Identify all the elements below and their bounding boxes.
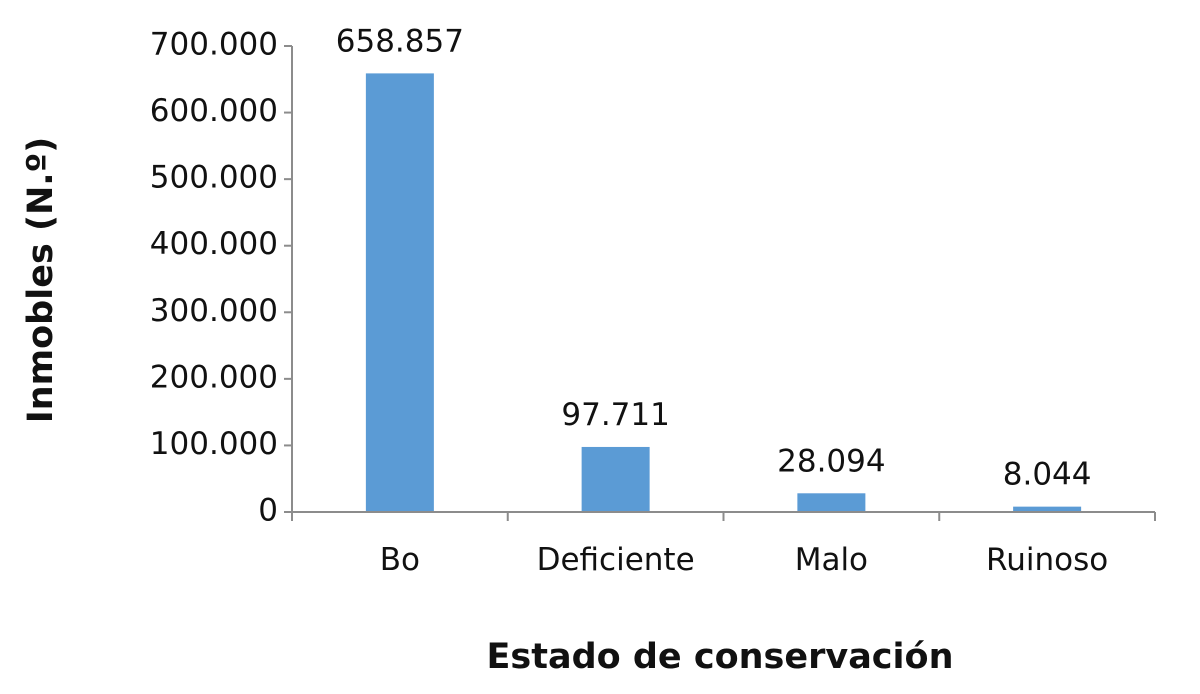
x-category-label: Ruinoso (986, 542, 1108, 578)
x-category-label: Malo (795, 542, 868, 578)
y-tick-label: 200.000 (150, 359, 278, 395)
labels: 658.857 Bo 97.711 Deficiente 28.094 Malo 8.044… (336, 23, 1108, 578)
bar-malo (797, 493, 866, 512)
y-tick-label: 300.000 (150, 293, 278, 329)
data-label: 8.044 (1003, 457, 1092, 493)
x-category-label: Deficiente (537, 542, 695, 578)
data-label: 658.857 (336, 23, 464, 59)
data-label: 97.711 (561, 397, 669, 433)
bar-ruinoso (1013, 506, 1082, 512)
x-category-label: Bo (380, 542, 420, 578)
y-axis-title: Inmobles (N.º) (21, 137, 61, 424)
y-tick-label: 600.000 (150, 93, 278, 129)
axes (291, 46, 1156, 521)
y-axis-ticks: 0 100.000 200.000 300.000 400.000 500.000 600.… (150, 27, 292, 529)
bar-bo (365, 73, 434, 513)
y-tick-label: 400.000 (150, 226, 278, 262)
data-label: 28.094 (777, 443, 885, 479)
bar-deficiente (581, 446, 650, 512)
bars (365, 73, 1082, 513)
y-tick-label: 700.000 (150, 27, 278, 63)
y-tick-label: 0 (258, 493, 278, 529)
y-tick-label: 100.000 (150, 426, 278, 462)
x-axis-title: Estado de conservación (486, 637, 953, 677)
y-tick-label: 500.000 (150, 160, 278, 196)
